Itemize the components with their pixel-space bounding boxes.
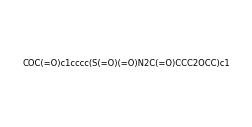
Text: COC(=O)c1cccc(S(=O)(=O)N2C(=O)CCC2OCC)c1: COC(=O)c1cccc(S(=O)(=O)N2C(=O)CCC2OCC)c1 [23, 59, 229, 68]
